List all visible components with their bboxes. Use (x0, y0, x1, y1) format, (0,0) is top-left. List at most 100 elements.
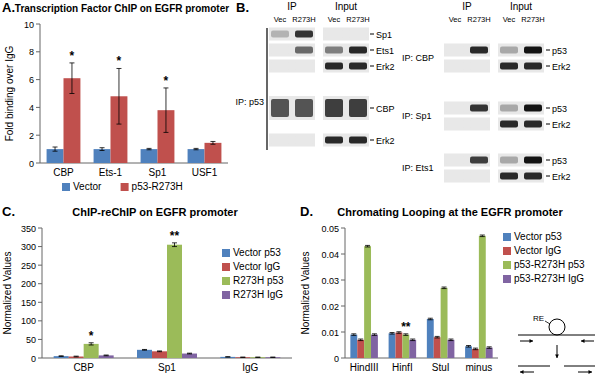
error-cap (157, 350, 162, 351)
band (524, 105, 542, 112)
error-bar (403, 334, 408, 336)
error-cap (104, 355, 109, 356)
legend-label: Vector IgG (514, 245, 561, 256)
lane-label: Vec (503, 15, 516, 24)
plot-area (54, 243, 281, 358)
legend-label: p53-R273H (132, 181, 183, 192)
band-marker (370, 66, 374, 67)
legend-swatch (121, 183, 129, 191)
band (271, 137, 289, 144)
error-bar (448, 339, 453, 341)
bar (235, 357, 250, 358)
bar (441, 288, 448, 358)
y-tick-label: 0.04 (321, 250, 339, 260)
blot-background (444, 44, 490, 57)
bar (402, 335, 409, 358)
band (325, 99, 343, 117)
y-axis-label: Normalized Values (300, 251, 311, 334)
error-cap (270, 357, 275, 358)
error-cap (210, 144, 215, 145)
y-tick (36, 79, 40, 80)
chart-title: Transcription Factor ChIP on EGFR promot… (15, 3, 229, 14)
band (500, 47, 518, 54)
bar (434, 337, 441, 358)
legend-swatch (503, 275, 511, 283)
bar (250, 357, 265, 358)
error-cap (53, 151, 58, 152)
band (325, 47, 343, 54)
error-bar (270, 357, 275, 358)
significance: * (117, 54, 122, 68)
arrow-head (520, 370, 524, 374)
blot-background (323, 96, 369, 120)
legend-label: Vector p53 (233, 247, 281, 258)
band (446, 157, 464, 164)
error-bar (365, 245, 370, 247)
band (271, 31, 289, 38)
band-label: Erk2 (552, 172, 571, 182)
blot-background (323, 134, 369, 147)
lane-label: R273H (467, 15, 490, 24)
y-tick (38, 228, 42, 229)
blot-background (269, 134, 315, 147)
error-cap (473, 349, 478, 350)
y-tick (341, 254, 345, 255)
blot-background (323, 28, 369, 41)
y-tick-label: 4 (29, 103, 34, 113)
error-cap (480, 235, 485, 236)
blot-background (498, 44, 544, 57)
y-tick (36, 135, 40, 136)
error-cap (163, 132, 168, 133)
error-cap (69, 93, 74, 94)
blot-background (269, 96, 315, 120)
x-tick-label: IgG (242, 362, 258, 373)
y-tick (341, 306, 345, 307)
y-tick (38, 302, 42, 303)
bar (99, 355, 114, 358)
error-cap (100, 150, 105, 151)
column-header: IP (287, 1, 297, 12)
legend-label: R273H p53 (233, 275, 284, 286)
chart-title: ChIP-reChIP on EGFR promoter (72, 206, 238, 218)
error-bar (390, 333, 395, 335)
bar (167, 245, 182, 358)
error-bar (89, 343, 94, 345)
arrow-head (581, 339, 585, 343)
significance: * (70, 49, 75, 63)
band (295, 63, 313, 70)
bar (465, 346, 472, 358)
error-line (212, 141, 213, 144)
error-cap (53, 147, 58, 148)
error-bar (157, 350, 162, 352)
error-cap (358, 339, 363, 340)
x-tick-label: Sp1 (149, 167, 167, 178)
error-cap (428, 319, 433, 320)
error-cap (466, 347, 471, 348)
y-tick-label: 350 (21, 224, 36, 234)
bar (188, 149, 205, 163)
error-cap (435, 336, 440, 337)
legend-swatch (503, 247, 511, 255)
band (446, 63, 464, 70)
band (500, 105, 518, 112)
band (470, 63, 488, 70)
band-marker (546, 176, 550, 177)
band (325, 31, 343, 38)
chart: A.Transcription Factor ChIP on EGFR prom… (2, 0, 229, 192)
error-cap (142, 349, 147, 350)
y-tick (36, 107, 40, 108)
error-cap (225, 357, 230, 358)
lane-label: Vec (328, 15, 341, 24)
error-bar (69, 63, 74, 94)
error-bar (487, 347, 492, 349)
error-bar (147, 148, 152, 149)
band-marker (370, 34, 374, 35)
error-cap (210, 141, 215, 142)
error-bar (480, 235, 485, 237)
chart: D.Chromating Looping at the EGFR promote… (300, 204, 585, 373)
bar (137, 350, 152, 358)
band (325, 63, 343, 70)
plot-area (47, 63, 222, 163)
bar (265, 357, 280, 358)
y-tick-label: 50 (26, 335, 36, 345)
